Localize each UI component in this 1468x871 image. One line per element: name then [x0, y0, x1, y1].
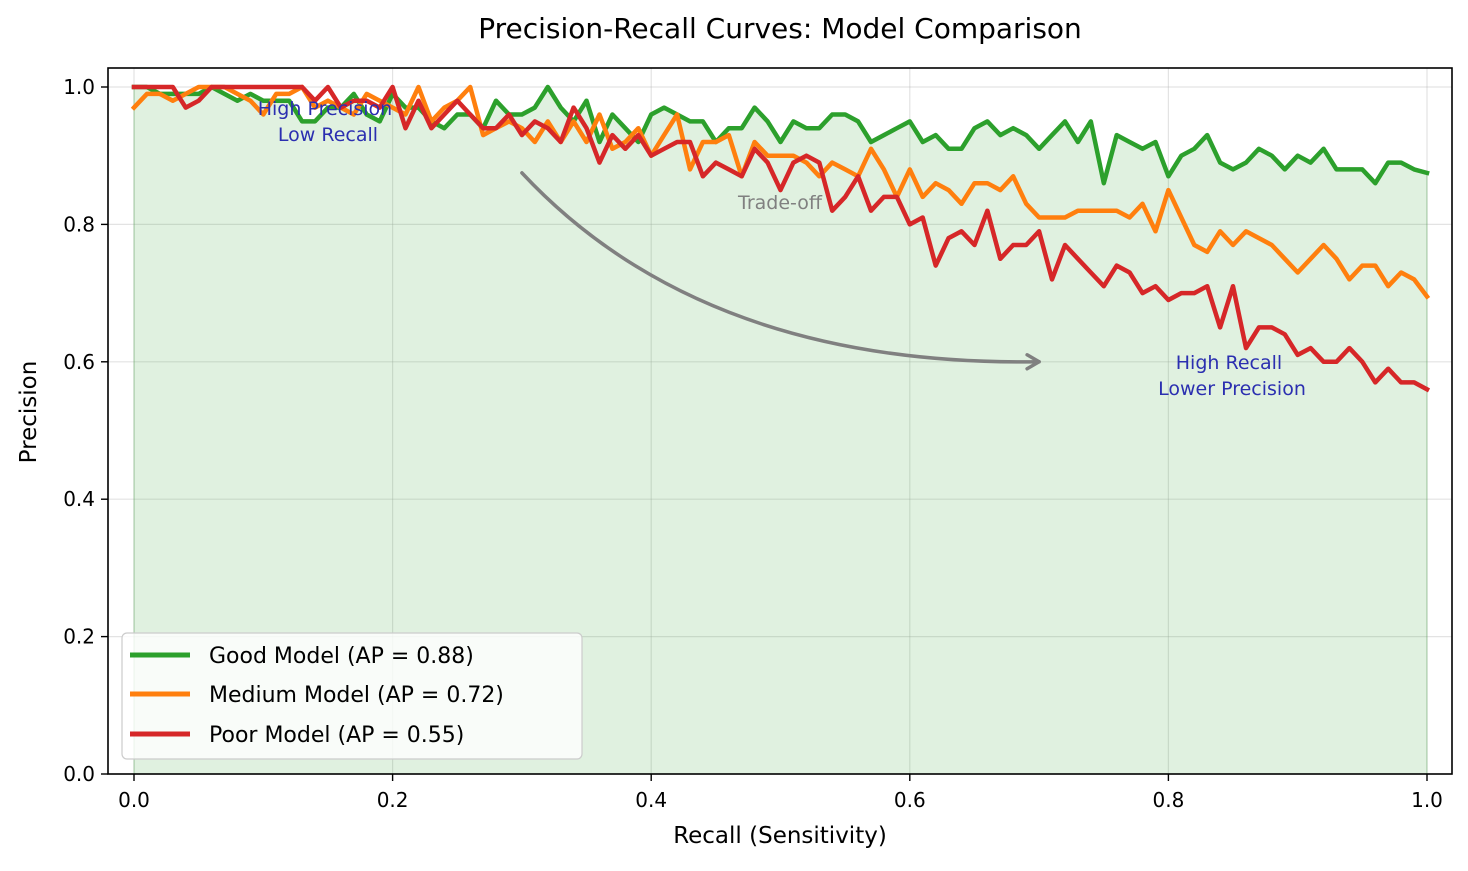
chart-title: Precision-Recall Curves: Model Compariso… [478, 12, 1082, 45]
trade-off-arrowhead [1025, 353, 1041, 371]
y-tick-label: 0.8 [63, 212, 95, 236]
x-axis-ticks: 0.0 0.2 0.4 0.6 0.8 1.0 [118, 774, 1443, 812]
annotation-high-recall-line1: High Recall [1176, 352, 1282, 374]
y-tick-label: 0.0 [63, 762, 95, 786]
fill-under-good-model [134, 87, 1427, 774]
y-tick-label: 0.2 [63, 625, 95, 649]
x-tick-label: 1.0 [1411, 788, 1443, 812]
legend: Good Model (AP = 0.88) Medium Model (AP … [121, 632, 583, 760]
x-tick-label: 0.0 [118, 788, 150, 812]
legend-label-good-model: Good Model (AP = 0.88) [209, 644, 474, 669]
series-line-good-model [131, 84, 1430, 186]
annotation-high-precision-line1: High Precision [258, 98, 392, 120]
y-tick-label: 1.0 [63, 75, 95, 99]
legend-entry-good-model: Good Model (AP = 0.88) [130, 644, 474, 669]
x-tick-label: 0.6 [894, 788, 926, 812]
trade-off-arrow [520, 171, 1041, 364]
series-line-medium-model [130, 84, 1431, 300]
annotation-trade-off: Trade-off [737, 192, 823, 214]
plot-area: High Precision Low Recall High Recall Lo… [108, 68, 1452, 775]
x-tick-label: 0.2 [377, 788, 409, 812]
y-tick-label: 0.6 [63, 350, 95, 374]
legend-entry-poor-model: Poor Model (AP = 0.55) [130, 723, 464, 748]
legend-label-medium-model: Medium Model (AP = 0.72) [209, 683, 504, 708]
series-lines [130, 84, 1431, 393]
legend-entry-medium-model: Medium Model (AP = 0.72) [130, 683, 504, 708]
x-tick-label: 0.4 [635, 788, 667, 812]
annotation-high-precision-line2: Low Recall [278, 124, 378, 146]
annotation-high-precision: High Precision Low Recall [258, 98, 399, 146]
x-tick-label: 0.8 [1152, 788, 1184, 812]
legend-label-poor-model: Poor Model (AP = 0.55) [209, 723, 464, 748]
annotation-high-recall-line2: Lower Precision [1158, 378, 1306, 400]
axes-frame [107, 67, 1453, 775]
y-axis-label: Precision [16, 361, 42, 464]
y-axis-ticks: 0.0 0.2 0.4 0.6 0.8 1.0 [63, 75, 108, 786]
legend-box [121, 632, 583, 760]
x-axis-label: Recall (Sensitivity) [673, 823, 887, 849]
y-tick-label: 0.4 [63, 487, 95, 511]
annotation-high-recall: High Recall Lower Precision [1158, 352, 1306, 400]
series-line-poor-model [131, 84, 1431, 393]
